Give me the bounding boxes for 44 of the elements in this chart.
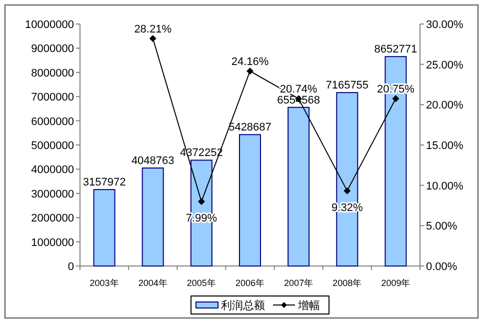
- point: [198, 198, 205, 206]
- y2-tick-label: 0.00%: [426, 261, 458, 273]
- data-label: 28.21%: [134, 23, 172, 36]
- y2-tick-label: 15.00%: [426, 140, 464, 152]
- y2-tick-label: 30.00%: [426, 19, 464, 31]
- point: [246, 68, 254, 75]
- y-tick-label: 8000000: [31, 67, 74, 80]
- x-tick-label: 2008年: [332, 278, 362, 288]
- y-tick-label: 10000000: [25, 19, 74, 31]
- y-tick-label: 4000000: [31, 164, 74, 176]
- x-tick-label: 2003年: [90, 278, 119, 288]
- point: [392, 95, 400, 102]
- x-tick-label: 2004年: [138, 278, 168, 288]
- y-tick-label: 3000000: [31, 188, 74, 200]
- data-label: 7165755: [326, 80, 369, 92]
- bar: [93, 189, 116, 266]
- data-label: 24.16%: [231, 56, 269, 68]
- data-label: 5428687: [228, 122, 272, 134]
- y-tick-label: 1000000: [31, 236, 74, 249]
- point: [344, 187, 351, 194]
- legend-label: 利润总额: [221, 299, 265, 312]
- y2-tick-label: 10.00%: [426, 180, 464, 192]
- y2-tick-label: 5.00%: [426, 220, 458, 233]
- bar: [288, 106, 310, 266]
- data-label: 20.74%: [280, 84, 318, 96]
- legend-label: 增幅: [297, 300, 320, 312]
- data-label: 4048763: [131, 155, 174, 168]
- x-tick-label: 2005年: [186, 278, 216, 288]
- y-tick-label: 2000000: [31, 212, 74, 225]
- bar: [142, 168, 164, 266]
- y-tick-label: 9000000: [31, 43, 74, 56]
- y-tick-label: 0: [68, 261, 74, 273]
- data-label: 8652771: [374, 44, 418, 56]
- y2-tick-label: 25.00%: [426, 59, 464, 72]
- x-tick-label: 2007年: [284, 278, 314, 288]
- point: [149, 34, 156, 42]
- bar: [239, 134, 261, 266]
- x-tick-label: 2009年: [381, 278, 410, 288]
- y2-tick-label: 20.00%: [426, 100, 464, 112]
- y-tick-label: 5000000: [31, 140, 74, 152]
- data-label: 3157972: [82, 176, 126, 189]
- y-tick-label: 6000000: [31, 116, 74, 128]
- y-tick-label: 7000000: [31, 92, 74, 104]
- x-tick-label: 2006年: [235, 278, 265, 288]
